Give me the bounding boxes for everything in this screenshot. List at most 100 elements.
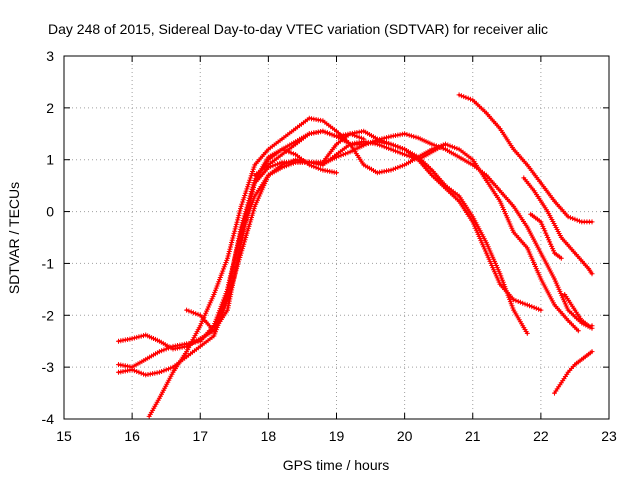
data-point — [512, 298, 515, 301]
data-point — [430, 148, 434, 151]
data-point — [563, 293, 566, 296]
data-point — [566, 215, 570, 218]
data-point — [577, 329, 580, 332]
data-point — [226, 257, 229, 260]
x-tick-label: 21 — [465, 428, 481, 444]
data-point — [280, 148, 284, 151]
data-point — [457, 200, 461, 203]
data-point — [580, 358, 583, 361]
data-point — [417, 136, 420, 140]
series-track-8 — [456, 92, 595, 225]
y-tick-label: -2 — [42, 307, 55, 323]
series-track-4 — [146, 115, 581, 419]
data-point — [294, 158, 297, 161]
data-point — [471, 215, 474, 218]
y-tick-label: -1 — [42, 255, 55, 271]
data-point — [485, 111, 488, 115]
data-point — [485, 241, 488, 244]
data-point — [580, 319, 583, 322]
data-point — [185, 355, 188, 358]
data-point — [335, 171, 338, 174]
data-point — [430, 174, 434, 177]
y-tick-label: 2 — [46, 100, 54, 116]
data-point — [587, 267, 590, 270]
data-point — [212, 293, 216, 296]
data-point — [587, 353, 590, 356]
data-point — [226, 308, 229, 312]
x-tick-label: 19 — [329, 428, 345, 444]
data-point — [144, 373, 147, 377]
data-point — [335, 135, 338, 138]
data-point — [117, 340, 120, 343]
data-point — [376, 138, 379, 142]
data-point — [560, 381, 563, 384]
data-point — [539, 181, 543, 185]
data-point — [348, 143, 352, 146]
data-point — [587, 324, 590, 327]
data-point — [144, 333, 147, 337]
data-point — [529, 213, 532, 216]
x-tick-label: 20 — [397, 428, 413, 444]
data-point — [498, 272, 502, 275]
data-point — [526, 303, 529, 307]
series-track-11 — [552, 349, 595, 396]
data-point — [185, 350, 188, 353]
data-point — [546, 236, 549, 239]
data-point — [348, 132, 352, 135]
data-point — [526, 246, 529, 250]
data-point — [539, 251, 543, 255]
data-point — [239, 231, 243, 234]
data-point — [403, 132, 406, 135]
data-point — [171, 365, 175, 369]
y-axis-label: SDTVAR / TECUs — [6, 182, 22, 294]
data-point — [498, 189, 502, 192]
data-point — [130, 337, 134, 340]
data-point — [212, 334, 216, 338]
data-point — [566, 319, 570, 322]
data-point — [430, 150, 434, 154]
data-point — [253, 179, 256, 182]
data-point — [376, 171, 379, 174]
data-point — [158, 340, 161, 343]
data-point — [546, 210, 549, 213]
series-plus-markers — [456, 92, 595, 225]
data-point — [294, 143, 297, 146]
series-trace — [530, 213, 562, 260]
data-point — [199, 314, 202, 317]
data-point — [362, 130, 365, 133]
y-tick-label: -4 — [42, 411, 55, 427]
data-point — [553, 391, 556, 395]
data-point — [308, 132, 311, 135]
data-point — [117, 371, 120, 374]
series-trace — [118, 140, 447, 377]
data-point — [539, 308, 543, 312]
series-plus-markers — [146, 115, 581, 419]
data-point — [335, 153, 338, 156]
data-point — [171, 347, 175, 351]
data-point — [403, 153, 406, 156]
data-point — [590, 350, 594, 353]
data-point — [471, 158, 474, 161]
data-point — [590, 220, 594, 224]
data-point — [430, 143, 434, 146]
data-point — [117, 363, 120, 366]
data-point — [144, 358, 147, 361]
data-point — [362, 137, 365, 141]
data-point — [444, 143, 447, 146]
data-point — [389, 168, 393, 172]
data-point — [294, 161, 297, 164]
data-point — [573, 363, 577, 366]
data-point — [267, 163, 270, 167]
data-point — [573, 251, 577, 255]
data-point — [321, 162, 325, 166]
data-point — [580, 321, 583, 325]
data-point — [239, 205, 243, 208]
data-point — [560, 257, 563, 260]
data-point — [498, 127, 502, 130]
y-tick-label: -3 — [42, 359, 55, 375]
data-point — [253, 205, 256, 208]
data-point — [553, 200, 556, 203]
data-point — [226, 288, 229, 291]
data-point — [253, 163, 256, 167]
